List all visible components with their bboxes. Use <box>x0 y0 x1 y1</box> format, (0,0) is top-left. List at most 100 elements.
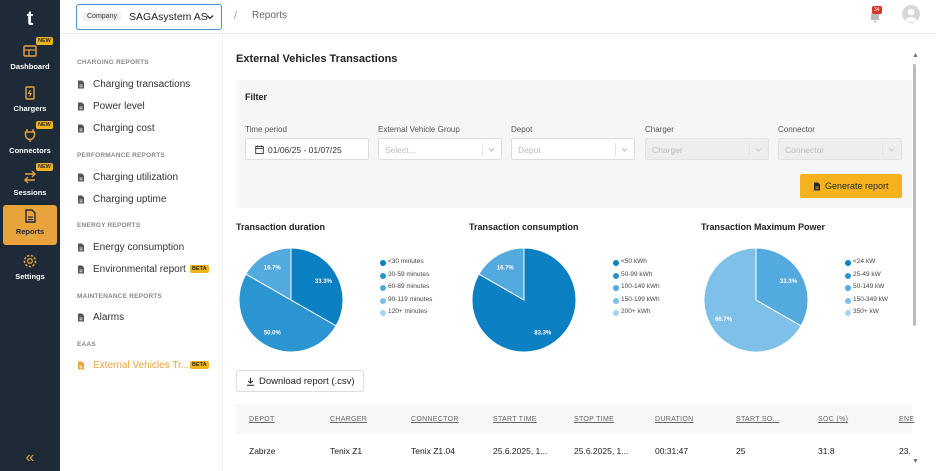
subnav-item-label: Charging uptime <box>93 194 167 205</box>
download-csv-button[interactable]: Download report (.csv) <box>236 370 364 392</box>
column-header-start-time[interactable]: START TIME <box>493 416 537 423</box>
table-cell: Zabrze <box>249 446 276 456</box>
company-select[interactable]: Company SAGAsystem AS <box>76 4 222 30</box>
column-header-stop-time[interactable]: STOP TIME <box>574 416 615 423</box>
subnav-item-label: Environmental report <box>93 264 186 275</box>
nav-settings[interactable]: Settings <box>0 250 60 290</box>
scroll-down-icon[interactable]: ▼ <box>912 458 919 465</box>
app-logo[interactable]: t <box>26 8 34 30</box>
legend-item-90-119-minutes[interactable]: 90-119 minutes <box>380 296 460 308</box>
subnav-item-label: Alarms <box>93 312 125 323</box>
legend-swatch <box>613 272 619 279</box>
vehicle-group-label: External Vehicle Group <box>378 125 460 134</box>
legend-item-150-199-kwh[interactable]: 150-199 kWh <box>613 296 693 308</box>
legend-label: 120+ minutes <box>388 308 428 315</box>
chevron-down-icon <box>488 148 495 152</box>
subnav-item-alarms[interactable]: Alarms <box>77 310 217 326</box>
legend-swatch <box>845 260 851 266</box>
gear-icon <box>22 253 38 269</box>
vehicle-group-select[interactable]: Select... <box>378 138 502 160</box>
subnav-item-environmental-report[interactable]: Environmental report BETA <box>77 262 217 278</box>
subnav-item-charging-cost[interactable]: Charging cost <box>77 121 217 137</box>
plug-icon <box>22 127 38 143</box>
document-icon <box>78 313 84 322</box>
subnav-item-external-vehicles-transactions[interactable]: External Vehicles Tr... BETA <box>77 358 217 374</box>
legend-item-60-89-minutes[interactable]: 60-89 minutes <box>380 283 460 295</box>
pie-slice-100-149-kwh[interactable] <box>478 247 525 301</box>
nav-chargers[interactable]: Chargers <box>0 82 60 122</box>
legend-item-50-149-kw[interactable]: 50-149 kW <box>845 283 925 295</box>
legend-item-50-kwh[interactable]: <50 kWh <box>613 258 693 270</box>
table-cell: 25.6.2025, 1... <box>574 446 629 456</box>
legend-item-150-349-kw[interactable]: 150-349 kW <box>845 296 925 308</box>
subnav-item-charging-uptime[interactable]: Charging uptime <box>77 192 217 208</box>
nav-label: Dashboard <box>10 62 50 71</box>
legend-item-200-kwh[interactable]: 200+ kWh <box>613 308 693 320</box>
column-header-connector[interactable]: CONNECTOR <box>411 416 459 423</box>
nav-connectors[interactable]: NEW Connectors <box>0 121 60 164</box>
column-header-start-soc[interactable]: START SO... <box>736 416 780 423</box>
nav-reports[interactable]: Reports <box>3 205 57 245</box>
legend-swatch <box>380 297 386 304</box>
pie-slice-30-minutes[interactable] <box>290 247 344 327</box>
charger-icon <box>22 85 38 101</box>
legend-item-100-149-kwh[interactable]: 100-149 kWh <box>613 283 693 295</box>
column-header-soc[interactable]: SOC (%) <box>818 416 849 423</box>
pie-slice-60-89-minutes[interactable] <box>245 247 292 301</box>
legend-item-30-minutes[interactable]: <30 minutes <box>380 258 460 270</box>
subnav-item-charging-utilization[interactable]: Charging utilization <box>77 170 217 186</box>
connector-label: Connector <box>778 125 815 134</box>
generate-report-button[interactable]: Generate report <box>800 174 902 198</box>
legend-item-30-59-minutes[interactable]: 30-59 minutes <box>380 271 460 283</box>
legend-item-24-kw[interactable]: <24 kW <box>845 258 925 270</box>
pie-slice-50-149-kw[interactable] <box>755 247 809 327</box>
double-chevron-left-icon[interactable]: « <box>25 449 35 466</box>
time-period-picker[interactable]: 01/06/25 - 01/07/25 <box>245 138 369 160</box>
pie-slice-150-349-kw[interactable] <box>703 247 802 353</box>
column-header-charger[interactable]: CHARGER <box>330 416 368 423</box>
breadcrumb: Reports <box>252 10 288 21</box>
legend-swatch <box>380 272 386 279</box>
depot-select[interactable]: Depot <box>511 138 635 160</box>
select-divider <box>482 143 483 156</box>
subnav-item-charging-transactions[interactable]: Charging transactions <box>77 77 217 93</box>
subnav-item-power-level[interactable]: Power level <box>77 99 217 115</box>
document-icon <box>78 173 84 182</box>
subnav-item-energy-consumption[interactable]: Energy consumption <box>77 240 217 256</box>
scrollbar-thumb[interactable] <box>913 64 916 326</box>
new-badge: NEW <box>36 37 53 45</box>
chart-title-duration: Transaction duration <box>236 222 326 232</box>
legend-item-350-kw[interactable]: 350+ kW <box>845 308 925 320</box>
pie-value-label: 33.3% <box>780 279 798 285</box>
scroll-up-icon[interactable]: ▲ <box>912 52 919 59</box>
filter-panel: Filter Time period 01/06/25 - 01/07/25 E… <box>236 80 912 208</box>
column-header-duration[interactable]: DURATION <box>655 416 694 423</box>
nav-label: Sessions <box>13 188 47 197</box>
transactions-table: DEPOT CHARGER CONNECTOR START TIME STOP … <box>236 404 915 471</box>
charger-select[interactable]: Charger <box>645 138 769 160</box>
column-header-energy[interactable]: ENE <box>899 416 915 423</box>
legend-label: 50-149 kW <box>853 283 885 290</box>
legend-label: 25-49 kW <box>853 270 881 278</box>
legend-label: <24 kW <box>853 258 876 265</box>
column-header-depot[interactable]: DEPOT <box>249 416 275 423</box>
pie-value-label: 83.3% <box>534 330 552 336</box>
connector-select[interactable]: Connector <box>778 138 902 160</box>
main-scrollbar[interactable]: ▲ ▼ <box>912 50 919 471</box>
depot-label: Depot <box>511 125 533 134</box>
nav-sessions[interactable]: NEW Sessions <box>0 163 60 206</box>
subnav-item-label: Energy consumption <box>93 242 185 253</box>
legend-swatch <box>380 310 386 316</box>
avatar[interactable] <box>902 5 920 23</box>
beta-badge: BETA <box>190 265 209 273</box>
legend-label: 200+ kWh <box>621 308 651 315</box>
nav-dashboard[interactable]: NEW Dashboard <box>0 37 60 80</box>
pie-chart-max-power: 33.3% 66.7% <box>703 247 809 353</box>
legend-item-25-49-kw[interactable]: 25-49 kW <box>845 271 925 283</box>
legend-item-50-99-kwh[interactable]: 50-99 kWh <box>613 271 693 283</box>
pie-slice-30-59-minutes[interactable] <box>238 273 337 353</box>
bell-icon[interactable] <box>868 9 882 23</box>
depot-placeholder: Depot <box>518 145 541 155</box>
charger-label: Charger <box>645 125 674 134</box>
legend-item-120-minutes[interactable]: 120+ minutes <box>380 308 460 320</box>
